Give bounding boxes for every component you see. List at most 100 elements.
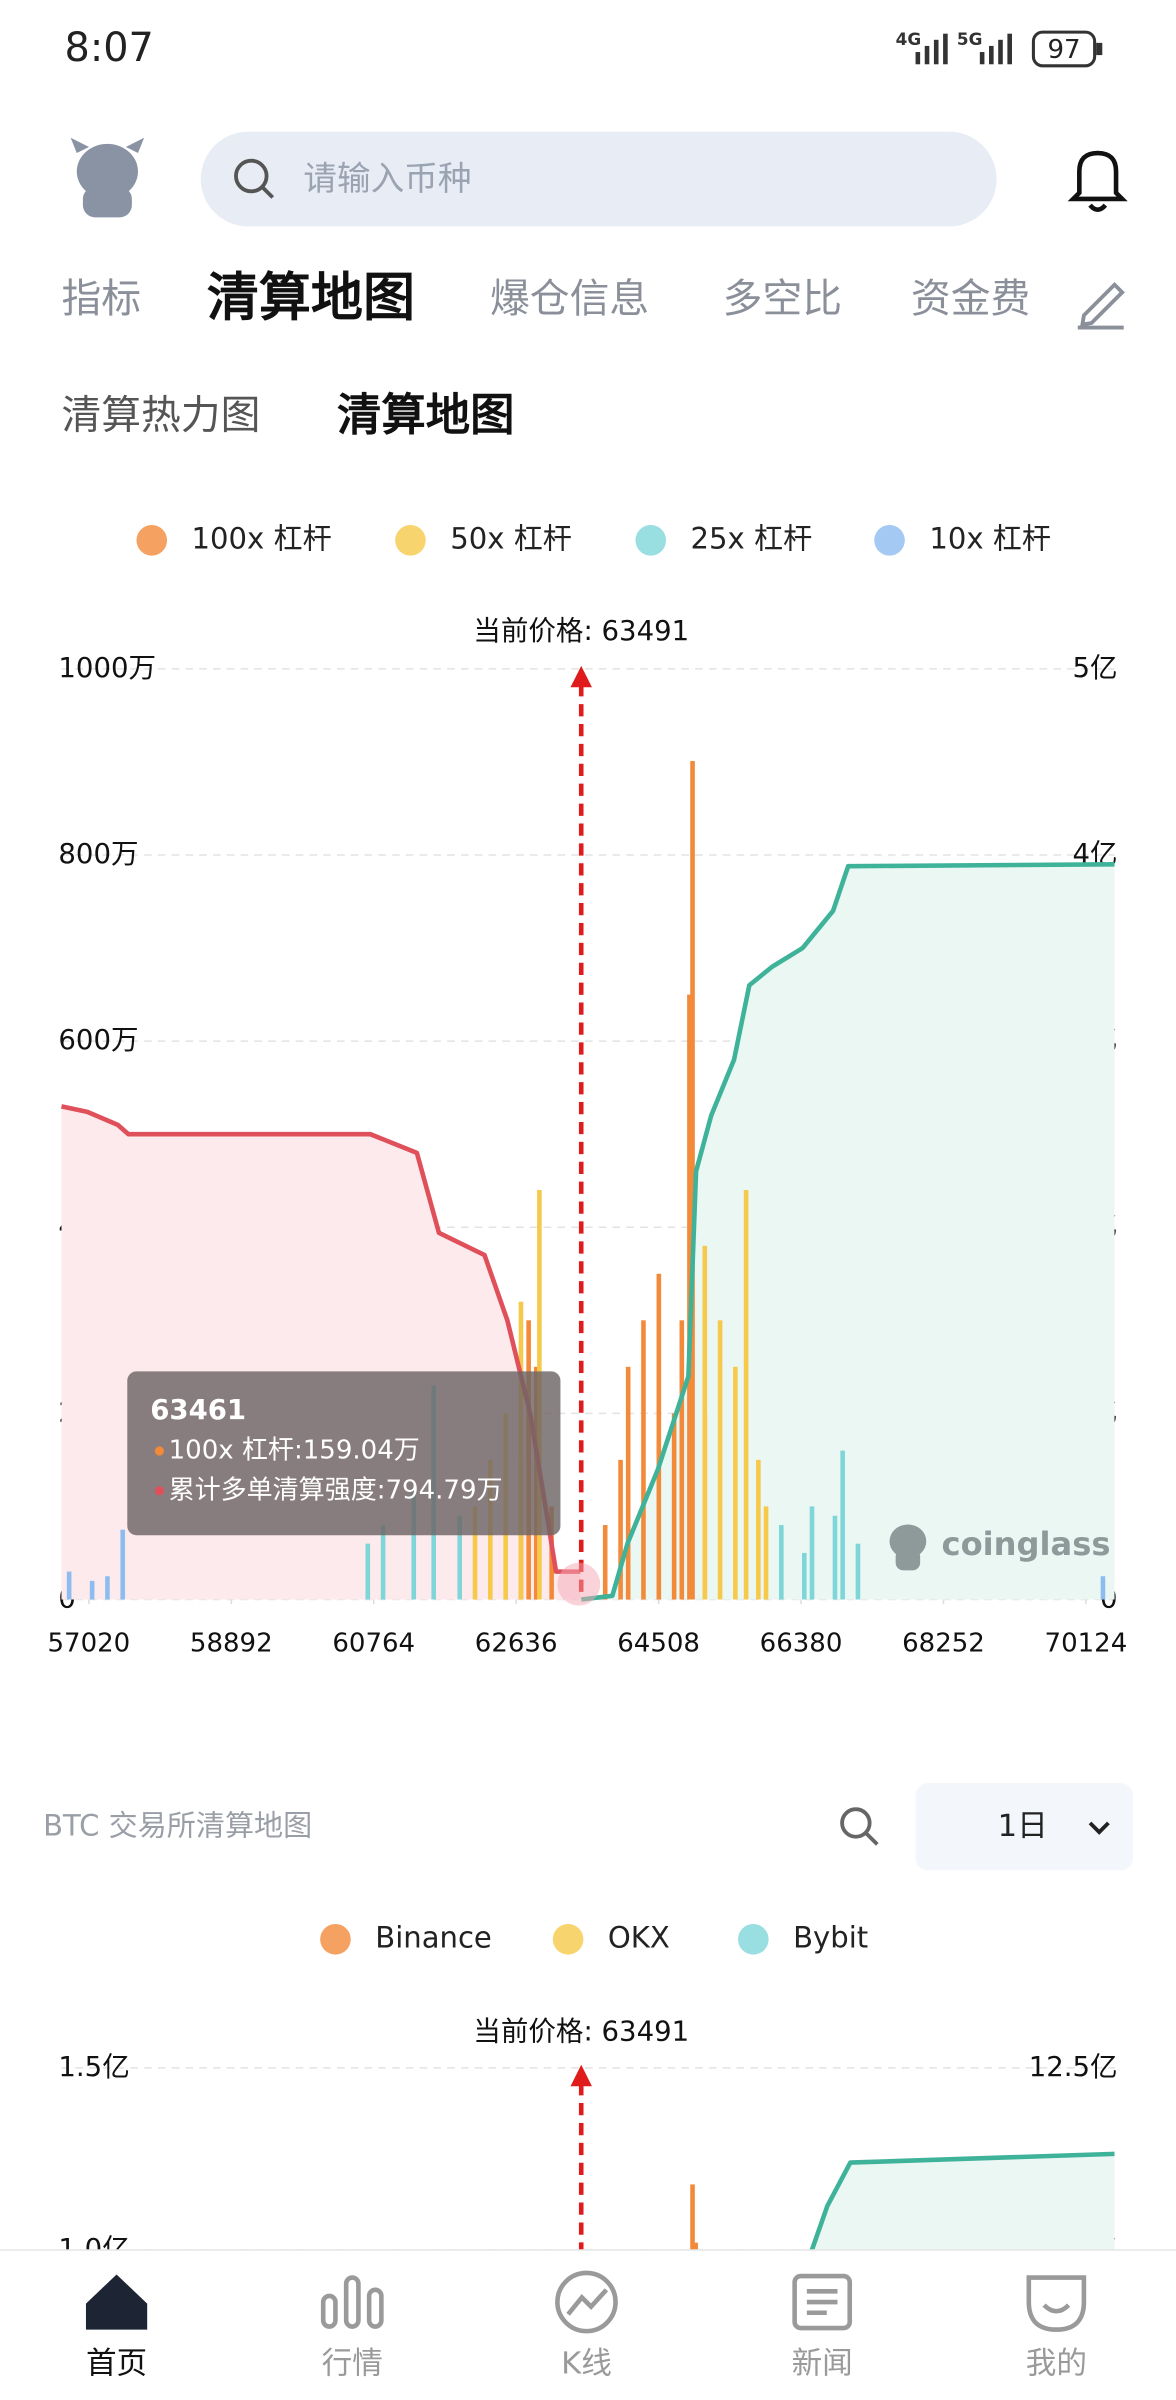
tooltip-line: 累计多单清算强度:794.79万: [169, 1475, 503, 1505]
watermark: coinglass: [942, 1525, 1111, 1563]
bar: [66, 1571, 72, 1600]
period-dropdown[interactable]: [915, 1783, 1133, 1871]
y-tick-label: 600万: [58, 1024, 138, 1056]
tab-active[interactable]: 清算地图: [207, 269, 415, 329]
area: [811, 2153, 1115, 2250]
y2-tick-label: 12.5亿: [1029, 2051, 1118, 2083]
search-icon: [865, 1832, 879, 1846]
tab[interactable]: 资金费: [911, 276, 1030, 322]
current-price-arrow: [570, 665, 592, 688]
cumulative-line: [580, 862, 1115, 1602]
y-tick-label: 1.5亿: [58, 2051, 129, 2083]
y-tick-label: 1000万: [58, 652, 156, 684]
period-value: 1日: [998, 1809, 1048, 1844]
legend-swatch: [136, 525, 168, 556]
y-tick-label: 1.0亿: [58, 2233, 129, 2265]
legend-swatch: [635, 525, 667, 556]
search-box[interactable]: [200, 131, 997, 227]
legend-swatch: [320, 1923, 351, 1955]
nav-icon[interactable]: [792, 2273, 853, 2331]
bar: [717, 1320, 723, 1600]
bar: [380, 1525, 386, 1600]
signal-icon: [915, 33, 948, 65]
nav-icon[interactable]: [85, 2274, 148, 2330]
tab[interactable]: 多空比: [723, 276, 842, 322]
edit-icon[interactable]: [1077, 281, 1125, 330]
bar: [641, 1320, 646, 1600]
bar: [733, 1366, 738, 1600]
search-icon[interactable]: [840, 1807, 872, 1839]
nav-label-active[interactable]: 首页: [86, 2346, 147, 2381]
network-label: 4G: [896, 29, 922, 49]
bell-icon[interactable]: [1067, 150, 1128, 212]
search-icon: [234, 158, 269, 194]
legend-swatch: [395, 525, 426, 556]
cumulative-line: [809, 2151, 1115, 2250]
x-tick-label: 60764: [332, 1628, 415, 1658]
x-tick-label: 62636: [475, 1628, 558, 1658]
legend-label: OKX: [608, 1920, 670, 1954]
x-tick-label: 66380: [760, 1628, 843, 1658]
bar: [120, 1529, 126, 1600]
legend-label: 50x 杠杆: [450, 521, 572, 555]
x-tick-label: 68252: [902, 1628, 985, 1658]
bar: [756, 1459, 761, 1600]
bar: [671, 1413, 677, 1600]
bar: [809, 1506, 815, 1600]
y2-tick-label: 5亿: [1073, 652, 1118, 684]
bar: [763, 1506, 769, 1600]
battery-icon: [1031, 30, 1097, 68]
avatar[interactable]: [70, 137, 145, 218]
current-price-label: 当前价格: 63491: [473, 615, 689, 647]
bar: [693, 2242, 698, 2250]
tab[interactable]: 指标: [61, 276, 141, 322]
bar: [625, 1366, 631, 1600]
x-tick-label: 70124: [1045, 1628, 1128, 1658]
x-tick-label: 58892: [190, 1628, 273, 1658]
legend-label: Binance: [375, 1920, 492, 1954]
nav-icon[interactable]: [555, 2270, 618, 2334]
bar: [832, 1515, 838, 1600]
watermark-logo: [889, 1524, 927, 1571]
bar: [602, 1525, 608, 1600]
tab[interactable]: 爆仓信息: [490, 276, 649, 322]
nav-icon[interactable]: [320, 2275, 384, 2329]
nav-label[interactable]: 我的: [1026, 2346, 1087, 2381]
bar: [365, 1543, 371, 1600]
bar: [457, 1515, 463, 1600]
bar: [89, 1580, 95, 1600]
legend-label: 10x 杠杆: [929, 521, 1051, 555]
nav-label[interactable]: K线: [561, 2346, 612, 2381]
tooltip-dot: [154, 1486, 165, 1496]
legend-label: 100x 杠杆: [192, 521, 332, 555]
tooltip-line: 100x 杠杆:159.04万: [169, 1436, 420, 1466]
x-tick-label: 57020: [47, 1628, 130, 1658]
sub-tab[interactable]: 清算热力图: [61, 392, 260, 438]
bar: [702, 1245, 708, 1600]
nav-label[interactable]: 新闻: [792, 2346, 853, 2381]
bar: [743, 1190, 749, 1600]
bar: [779, 1525, 784, 1600]
search-placeholder: 请输入币种: [303, 159, 471, 198]
tooltip-dot: [154, 1446, 165, 1456]
current-price-label: 当前价格: 63491: [473, 2016, 689, 2048]
bar: [802, 1552, 807, 1600]
chart: 1.0亿1.5亿10亿12.5亿: [58, 2051, 1118, 2265]
x-tick-label: 64508: [617, 1628, 700, 1658]
current-price-arrow: [570, 2064, 592, 2087]
chevron-icon: [1088, 1821, 1110, 1835]
hover-marker: [557, 1562, 601, 1606]
section-title: BTC 交易所清算地图: [43, 1809, 312, 1843]
network-label: 5G: [957, 29, 983, 49]
sub-tab-active[interactable]: 清算地图: [337, 390, 515, 441]
y-tick-label: 800万: [58, 838, 138, 870]
battery-level: 97: [1047, 35, 1080, 65]
tooltip: [127, 1371, 561, 1536]
nav-label[interactable]: 行情: [322, 2346, 383, 2381]
bar: [618, 1459, 623, 1600]
area: [581, 864, 1115, 1600]
bar: [472, 1506, 478, 1600]
nav-icon[interactable]: [1026, 2275, 1087, 2332]
